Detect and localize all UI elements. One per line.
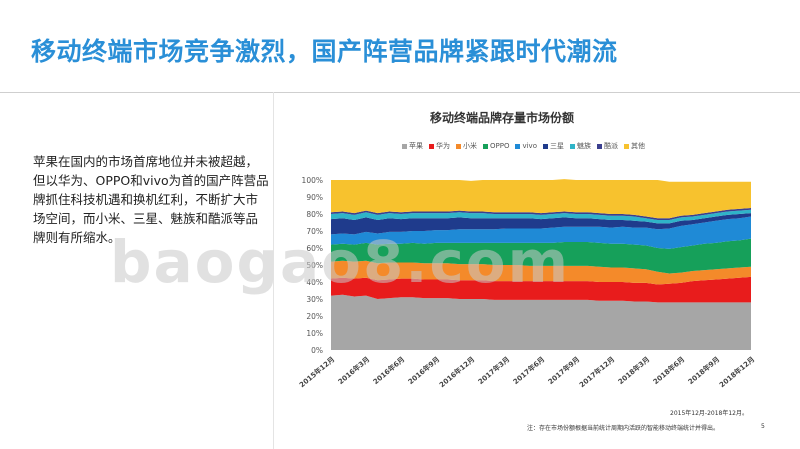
legend-label: 华为 bbox=[436, 142, 450, 150]
legend-label: 三星 bbox=[549, 142, 564, 150]
legend-swatch bbox=[402, 143, 407, 149]
x-tick-label: 2015年12月 bbox=[297, 355, 336, 390]
area-series-vivo bbox=[331, 216, 751, 249]
x-tick-label: 2016年6月 bbox=[371, 355, 406, 387]
legend-swatch bbox=[483, 143, 488, 149]
area-series-其他 bbox=[331, 179, 751, 219]
y-tick-label: 100% bbox=[302, 176, 323, 185]
legend-label: 苹果 bbox=[409, 142, 423, 150]
y-axis-ticks: 0% 10% 20% 30% 40% 50% 60% 70% 80% 90% 100% bbox=[302, 176, 323, 355]
area-series bbox=[331, 179, 751, 350]
legend-item: 苹果 bbox=[402, 141, 423, 151]
x-tick-label: 2018年6月 bbox=[651, 355, 686, 387]
body-text: 苹果在国内的市场首席地位并未被超越，但以华为、OPPO和vivo为首的国产阵营品… bbox=[33, 154, 269, 245]
chart-title: 移动终端品牌存量市场份额 bbox=[430, 111, 575, 125]
legend-swatch bbox=[542, 143, 548, 149]
legend-item: 三星 bbox=[542, 141, 564, 151]
y-tick-label: 10% bbox=[306, 329, 323, 338]
legend-label: 小米 bbox=[463, 142, 477, 150]
y-tick-label: 20% bbox=[306, 312, 323, 321]
legend-label: 魅族 bbox=[576, 142, 591, 150]
legend-swatch bbox=[596, 143, 602, 149]
area-series-苹果 bbox=[331, 294, 751, 350]
page-number: 5 bbox=[761, 423, 765, 430]
y-tick-label: 80% bbox=[306, 210, 323, 219]
legend-item: 魅族 bbox=[569, 141, 591, 151]
area-series-华为 bbox=[331, 276, 751, 303]
x-tick-label: 2018年9月 bbox=[686, 355, 721, 387]
title-divider bbox=[0, 92, 800, 93]
y-tick-label: 70% bbox=[306, 227, 323, 236]
y-tick-label: 40% bbox=[306, 278, 323, 287]
legend-item: 华为 bbox=[429, 141, 450, 151]
x-tick-label: 2018年3月 bbox=[616, 355, 651, 387]
legend-swatch bbox=[429, 143, 434, 149]
legend-label: vivo bbox=[522, 142, 537, 150]
x-tick-label: 2016年12月 bbox=[437, 355, 476, 390]
legend-label: OPPO bbox=[490, 142, 510, 150]
x-tick-label: 2016年3月 bbox=[336, 355, 371, 387]
slide-title: 移动终端市场竞争激烈，国产阵营品牌紧跟时代潮流 bbox=[31, 37, 618, 66]
footnote: 注：存在市场份额根据当前统计周期内活跃的智能移动终端统计并得出。 bbox=[527, 425, 720, 432]
x-tick-label: 2017年9月 bbox=[546, 355, 581, 387]
chart-legend: 苹果 华为 小米 OPPO vivo 三星 魅族 酷派 其他 bbox=[402, 141, 645, 151]
y-tick-label: 50% bbox=[306, 261, 323, 270]
x-tick-label: 2016年9月 bbox=[406, 355, 441, 387]
y-tick-label: 60% bbox=[306, 244, 323, 253]
area-series-小米 bbox=[331, 260, 751, 285]
y-tick-label: 0% bbox=[311, 346, 323, 355]
legend-item: vivo bbox=[515, 141, 537, 151]
area-series-OPPO bbox=[331, 238, 751, 274]
legend-swatch bbox=[515, 143, 521, 149]
x-tick-label: 2018年12月 bbox=[717, 355, 756, 390]
x-tick-label: 2017年3月 bbox=[476, 355, 511, 387]
legend-swatch bbox=[456, 143, 461, 149]
area-series-三星 bbox=[331, 213, 751, 235]
legend-swatch bbox=[623, 143, 629, 149]
legend-item: 酷派 bbox=[596, 141, 618, 151]
x-tick-label: 2017年6月 bbox=[511, 355, 546, 387]
legend-item: 小米 bbox=[456, 141, 477, 151]
area-series-酷派 bbox=[331, 208, 751, 220]
legend-item: OPPO bbox=[483, 141, 509, 151]
legend-label: 酷派 bbox=[603, 142, 618, 150]
watermark-text: baogao8.com bbox=[110, 228, 571, 296]
source-note: 2015年12月-2018年12月。 bbox=[670, 410, 748, 417]
vertical-divider bbox=[273, 92, 274, 449]
x-tick-label: 2017年12月 bbox=[577, 355, 616, 390]
y-tick-label: 30% bbox=[306, 295, 323, 304]
legend-label: 其他 bbox=[630, 142, 645, 150]
legend-item: 其他 bbox=[623, 141, 645, 151]
legend-swatch bbox=[569, 143, 575, 149]
y-tick-label: 90% bbox=[306, 193, 323, 202]
